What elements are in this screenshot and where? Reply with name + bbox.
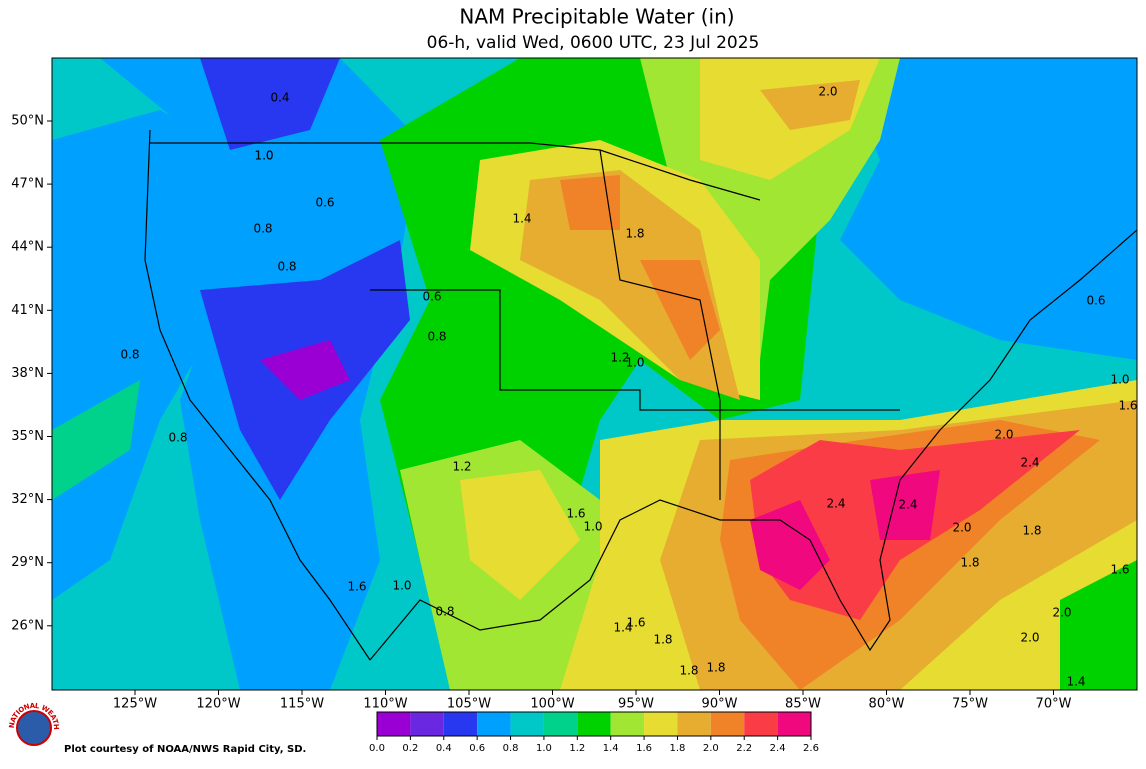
contour-label: 2.0	[1020, 631, 1039, 645]
lon-label: 70°W	[1036, 697, 1072, 712]
contour-label: 2.0	[1052, 606, 1071, 620]
contour-label: 1.2	[452, 460, 471, 474]
contour-label: 2.4	[826, 497, 845, 511]
lat-label: 29°N	[11, 555, 44, 570]
colorbar-bin	[677, 712, 711, 736]
colorbar-label: 2.0	[703, 743, 719, 754]
contour-label: 0.6	[1086, 294, 1105, 308]
colorbar-label: 0.4	[436, 743, 452, 754]
contour-label: 0.4	[270, 91, 289, 105]
contour-label: 1.8	[960, 556, 979, 570]
lon-label: 120°W	[196, 697, 240, 712]
colorbar-label: 0.0	[369, 743, 385, 754]
lon-label: 90°W	[702, 697, 738, 712]
colorbar-bin	[744, 712, 778, 736]
colorbar-bin	[777, 712, 811, 736]
lat-label: 32°N	[11, 492, 44, 507]
contour-label: 1.0	[1110, 373, 1129, 387]
contour-label: 1.6	[347, 580, 366, 594]
colorbar-label: 0.2	[402, 743, 418, 754]
contour-label: 0.6	[315, 196, 334, 210]
map-frame	[51, 57, 1138, 691]
colorbar-label: 1.6	[636, 743, 652, 754]
colorbar-frame	[376, 711, 812, 737]
colorbar-label: 1.4	[603, 743, 619, 754]
colorbar-bin	[410, 712, 444, 736]
lat-label: 50°N	[11, 114, 44, 129]
colorbar-label: 1.0	[536, 743, 552, 754]
lon-label: 105°W	[447, 697, 491, 712]
colorbar-label: 2.6	[803, 743, 819, 754]
colorbar-label: 1.2	[569, 743, 585, 754]
contour-label: 0.8	[168, 431, 187, 445]
colorbar-bin	[377, 712, 411, 736]
contour-label: 1.8	[653, 633, 672, 647]
lat-label: 26°N	[11, 618, 44, 633]
lat-label: 47°N	[11, 177, 44, 192]
contour-label: 1.0	[392, 579, 411, 593]
colorbar-label: 2.4	[770, 743, 786, 754]
lon-label: 115°W	[280, 697, 324, 712]
lon-label: 125°W	[113, 697, 157, 712]
contour-label: 0.8	[120, 348, 139, 362]
contour-label: 1.0	[254, 149, 273, 163]
contour-label: 1.4	[1066, 675, 1085, 689]
contour-label: 1.0	[583, 520, 602, 534]
lon-label: 75°W	[952, 697, 988, 712]
contour-label: 0.8	[427, 330, 446, 344]
credit: Plot courtesy of NOAA/NWS Rapid City, SD…	[64, 744, 306, 755]
contour-label: 1.8	[706, 661, 725, 675]
lon-label: 85°W	[785, 697, 821, 712]
lat-label: 38°N	[11, 366, 44, 381]
colorbar-bin	[543, 712, 578, 736]
colorbar-label: 0.6	[469, 743, 485, 754]
contour-label: 1.0	[254, 149, 273, 163]
contour-label: 1.8	[679, 664, 698, 678]
lon-label: 95°W	[618, 697, 654, 712]
contour-label: 0.8	[435, 605, 454, 619]
colorbar-bin	[710, 712, 745, 736]
subtitle: 06-h, valid Wed, 0600 UTC, 23 Jul 2025	[427, 33, 760, 53]
colorbar-bin	[443, 712, 478, 736]
lon-label: 80°W	[869, 697, 905, 712]
field	[52, 58, 1137, 690]
colorbar-bin	[577, 712, 611, 736]
colorbar-bin	[477, 712, 511, 736]
contour-label: 1.2	[610, 351, 629, 365]
contour-label: 1.4	[512, 212, 531, 226]
contour-label: 2.0	[818, 85, 837, 99]
contour-label: 1.8	[1022, 524, 1041, 538]
contour-label: 0.8	[253, 222, 272, 236]
contour-label: 1.6	[566, 507, 585, 521]
contour-label: 2.4	[898, 498, 917, 512]
colorbar-label: 1.8	[670, 743, 686, 754]
contour-label: 1.4	[613, 621, 632, 635]
colorbar-label: 2.2	[736, 743, 752, 754]
contour-label: 1.6	[626, 616, 645, 630]
colorbar-bin	[610, 712, 645, 736]
colorbar-bin	[644, 712, 678, 736]
lat-label: 44°N	[11, 240, 44, 255]
contour-label: 1.8	[625, 227, 644, 241]
contour-label: 2.0	[952, 521, 971, 535]
contour-label: 1.0	[625, 356, 644, 370]
contour-label: 2.4	[1020, 456, 1039, 470]
contour-label: 0.8	[277, 260, 296, 274]
lat-label: 35°N	[11, 429, 44, 444]
contour-label: 2.0	[994, 428, 1013, 442]
contour-label: 1.6	[1110, 563, 1129, 577]
colorbar-bin	[510, 712, 544, 736]
contour-label: 1.6	[1118, 399, 1137, 413]
lon-label: 110°W	[363, 697, 407, 712]
lon-label: 100°W	[530, 697, 574, 712]
title: NAM Precipitable Water (in)	[459, 5, 734, 29]
colorbar-label: 0.8	[503, 743, 519, 754]
contour-label: 0.6	[422, 290, 441, 304]
lat-label: 41°N	[11, 303, 44, 318]
